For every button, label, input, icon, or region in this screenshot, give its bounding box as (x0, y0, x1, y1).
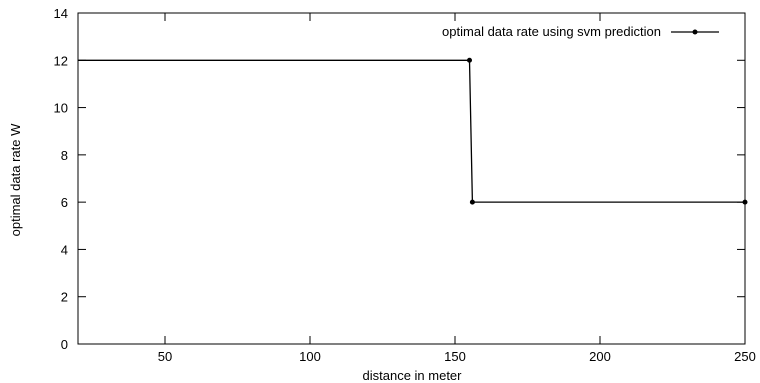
plot-frame (77, 12, 746, 345)
series-line (78, 59, 745, 203)
y-tick-label: 2 (61, 290, 68, 305)
y-tick-label: 8 (61, 148, 68, 163)
y-tick-label: 4 (61, 242, 68, 257)
y-tick-label: 0 (61, 337, 68, 352)
legend-marker (692, 29, 698, 35)
legend-label: optimal data rate using svm prediction (442, 24, 661, 39)
y-tick-label: 12 (54, 53, 68, 68)
y-tick-label: 14 (54, 6, 68, 21)
data-point (467, 57, 472, 63)
x-axis-label: distance in meter (363, 368, 463, 383)
y-axis-label: optimal data rate W (8, 123, 23, 236)
plot-area: 0 2 4 6 8 10 12 14 50 100 150 200 250 optimal data ra… (54, 6, 756, 364)
x-tick-label: 100 (299, 349, 321, 364)
data-point (469, 199, 475, 205)
data-point (742, 199, 748, 205)
x-tick-label: 150 (444, 349, 466, 364)
y-tick-label: 10 (54, 101, 68, 116)
x-tick-label: 200 (589, 349, 611, 364)
y-tick-label: 6 (61, 195, 68, 210)
x-tick-label: 250 (734, 349, 756, 364)
x-tick-label: 50 (158, 349, 172, 364)
